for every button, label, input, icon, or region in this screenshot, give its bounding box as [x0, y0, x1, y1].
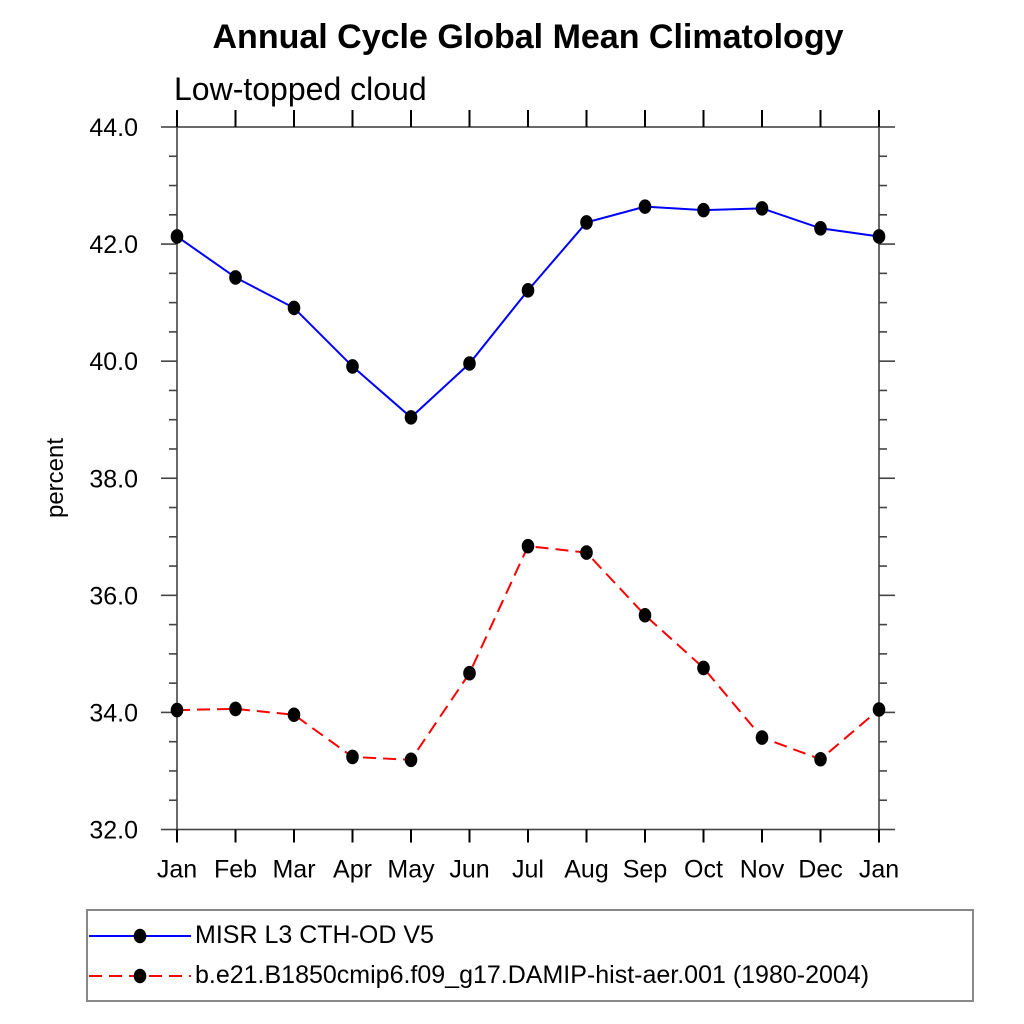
y-tick-label: 44.0: [89, 114, 138, 142]
x-tick-label: Jan: [859, 856, 899, 884]
data-point-marker: [638, 607, 652, 623]
y-tick-label: 42.0: [89, 231, 138, 259]
x-tick-label: Aug: [564, 856, 608, 884]
data-point-marker: [463, 356, 476, 371]
data-point-marker: [580, 545, 593, 560]
data-point-marker: [580, 215, 593, 230]
data-point-marker: [170, 229, 184, 244]
data-point-marker: [404, 752, 418, 768]
x-tick-label: Dec: [798, 856, 842, 884]
data-point-marker: [872, 702, 886, 717]
series-line-1: [176, 545, 880, 761]
y-tick-label: 32.0: [89, 817, 138, 845]
data-point-marker: [521, 283, 535, 298]
x-tick-label: May: [387, 856, 435, 884]
data-point-marker: [346, 359, 359, 374]
data-point-marker: [697, 202, 710, 218]
data-point-marker: [755, 730, 769, 745]
data-point-marker: [229, 701, 242, 717]
y-tick-label: 36.0: [89, 582, 138, 610]
data-point-marker: [287, 300, 301, 316]
legend-box: MISR L3 CTH-OD V5 b.e21.B1850cmip6.f09_g…: [86, 909, 974, 1002]
data-point-marker: [229, 270, 242, 285]
x-tick-label: Sep: [623, 856, 667, 884]
legend-item-model: b.e21.B1850cmip6.f09_g17.DAMIP-hist-aer.…: [88, 956, 972, 996]
series-line-0: [176, 205, 880, 419]
legend-label-model: b.e21.B1850cmip6.f09_g17.DAMIP-hist-aer.…: [195, 961, 870, 989]
data-point-marker: [170, 702, 184, 718]
chart-subtitle: Low-topped cloud: [174, 71, 427, 107]
y-tick-label: 38.0: [89, 465, 138, 493]
data-point-marker: [872, 229, 886, 244]
legend-swatch-dashed-line: [89, 968, 191, 983]
x-tick-label: Jul: [512, 856, 544, 884]
x-tick-label: Mar: [272, 856, 315, 884]
data-point-marker: [814, 220, 827, 236]
x-tick-label: Jan: [157, 856, 197, 884]
data-point-marker: [463, 665, 476, 681]
x-tick-label: Nov: [740, 856, 785, 884]
y-tick-label: 40.0: [89, 348, 138, 376]
x-tick-label: Oct: [684, 856, 723, 884]
data-point-marker: [814, 751, 827, 767]
data-point-marker: [638, 199, 652, 214]
legend-marker: [133, 928, 147, 943]
data-point-marker: [346, 749, 359, 765]
chart-title: Annual Cycle Global Mean Climatology: [212, 18, 844, 56]
x-tick-label: Jun: [449, 856, 489, 884]
data-point-marker: [521, 538, 535, 554]
axis-frame: [176, 126, 880, 831]
legend-swatch-solid-line: [89, 928, 191, 943]
y-tick-label: 34.0: [89, 699, 138, 727]
data-point-marker: [404, 410, 418, 425]
data-point-marker: [697, 660, 710, 676]
data-point-marker: [287, 707, 301, 723]
legend-label-observation: MISR L3 CTH-OD V5: [195, 921, 434, 949]
legend-item-observation: MISR L3 CTH-OD V5: [88, 916, 972, 956]
data-point-marker: [755, 201, 769, 216]
x-tick-label: Feb: [214, 856, 257, 884]
legend-marker: [133, 968, 147, 983]
x-tick-label: Apr: [333, 856, 372, 884]
